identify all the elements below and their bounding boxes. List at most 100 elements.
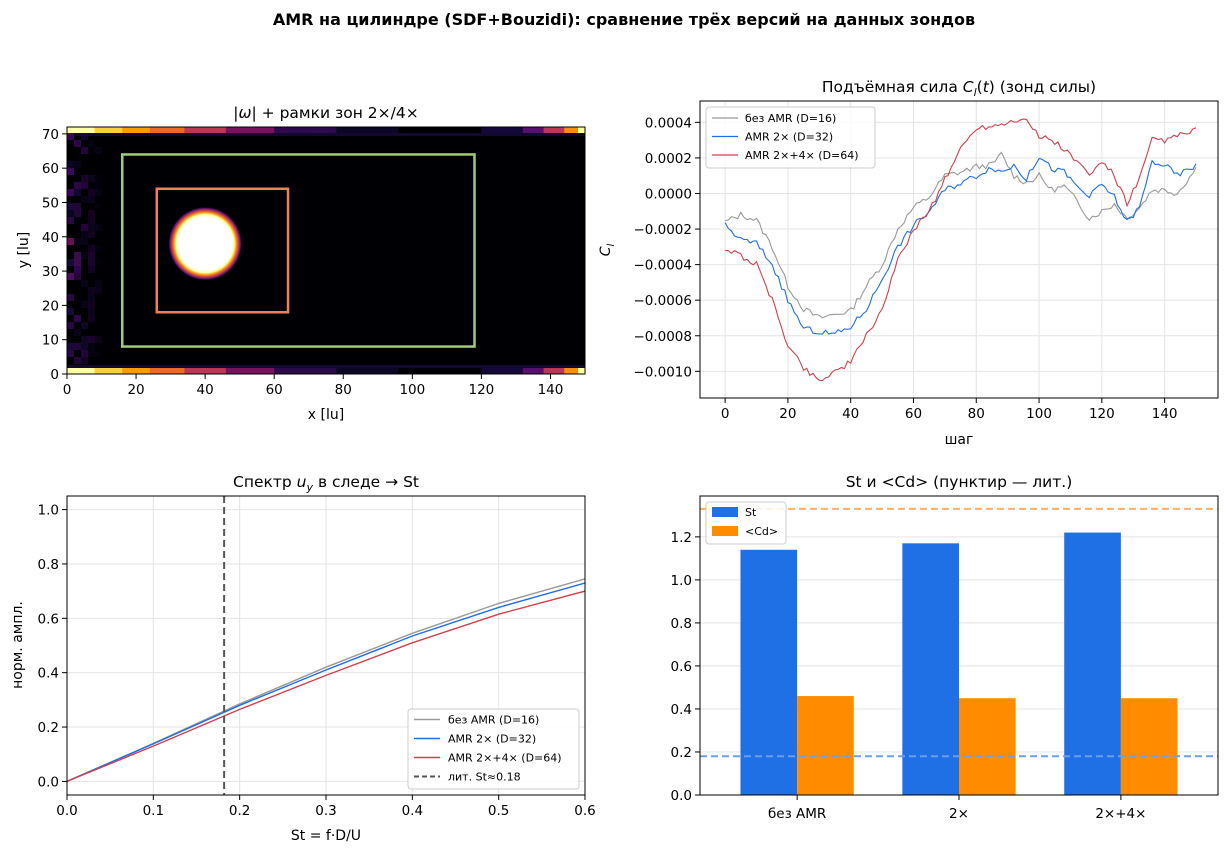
spectrum-ytick-label: 1.0 xyxy=(38,503,59,519)
vorticity-wall-cell xyxy=(370,368,379,374)
vorticity-noise-cell xyxy=(95,245,102,252)
bars-legend-label: St xyxy=(745,506,757,519)
vorticity-noise-cell xyxy=(88,231,95,238)
bars-xtick-label: 2×+4× xyxy=(1095,806,1146,822)
vorticity-wall-cell xyxy=(515,127,524,133)
vorticity-wall-cell xyxy=(156,127,165,133)
vorticity-wall-cell xyxy=(142,127,151,133)
vorticity-xtick-label: 20 xyxy=(127,382,144,398)
vorticity-wall-cell xyxy=(488,368,496,374)
vorticity-wall-cell xyxy=(578,368,585,374)
lift-legend: без AMR (D=16) AMR 2× (D=32) AMR 2×+4× (D=… xyxy=(705,106,876,169)
vorticity-wall-cell xyxy=(108,127,116,133)
vorticity-ylabel: y [lu] xyxy=(16,232,32,268)
spectrum-ylabel: норм. ампл. xyxy=(10,601,26,689)
lift-legend-label: без AMR (D=16) xyxy=(745,112,836,125)
vorticity-wall-cell xyxy=(502,368,510,374)
vorticity-xtick-label: 40 xyxy=(197,382,214,398)
vorticity-noise-cell xyxy=(88,189,95,196)
zone-2x-box xyxy=(121,153,476,348)
spectrum-legend-label: AMR 2× (D=32) xyxy=(448,733,536,746)
vorticity-wall-cell xyxy=(398,127,407,133)
vorticity-panel: |ω| + рамки зон 2×/4× 0 20 40 60 80 100 120 140… xyxy=(16,104,586,423)
vorticity-noise-cell xyxy=(88,252,95,259)
vorticity-wall-cell xyxy=(191,368,199,374)
vorticity-wall-cell xyxy=(281,127,289,133)
vorticity-wall-cell xyxy=(419,127,427,133)
vorticity-noise-cell xyxy=(74,252,81,259)
bars-panel: St и <Cd> (пунктир — лит.) без AMR 2× 2×+4… xyxy=(671,473,1219,822)
vorticity-noise-cell xyxy=(74,343,81,350)
vorticity-wall-cell xyxy=(467,368,476,374)
lift-panel: Подъёмная сила Cl(t) (зонд силы) 0 20 40 60… xyxy=(598,78,1219,448)
vorticity-noise-cell xyxy=(74,315,81,322)
spectrum-panel: Спектр uy в следе → St 0.0 0.1 0.2 0.3 0.4 0.… xyxy=(10,473,596,844)
vorticity-wall-cell xyxy=(433,368,441,374)
spectrum-legend-label: AMR 2×+4× (D=64) xyxy=(448,752,562,765)
vorticity-noise-cell xyxy=(74,273,81,280)
vorticity-wall-cell xyxy=(509,368,517,374)
vorticity-noise-cell xyxy=(67,343,74,350)
vorticity-noise-cell xyxy=(88,245,95,252)
vorticity-wall-cell xyxy=(529,127,538,133)
vorticity-xtick-label: 120 xyxy=(469,382,495,398)
bar-st xyxy=(1064,532,1121,795)
vorticity-wall-cell xyxy=(336,368,344,374)
vorticity-noise-cell xyxy=(95,336,102,343)
vorticity-wall-cell xyxy=(363,368,372,374)
vorticity-wall-cell xyxy=(515,368,524,374)
lift-ytick-label: −0.0010 xyxy=(633,364,692,380)
lift-series-line xyxy=(724,157,1197,335)
lift-xtick-label: 80 xyxy=(968,406,985,422)
vorticity-wall-cell xyxy=(232,127,241,133)
vorticity-noise-cell xyxy=(74,238,81,245)
vorticity-wall-cell xyxy=(115,127,123,133)
vorticity-noise-cell xyxy=(88,315,95,322)
lift-ytick-label: 0.0000 xyxy=(645,186,692,202)
vorticity-noise-cell xyxy=(81,350,88,357)
bars-legend-swatch xyxy=(712,526,738,536)
spectrum-xtick-label: 0.1 xyxy=(143,803,164,819)
vorticity-noise-cell xyxy=(67,273,74,280)
vorticity-wall-cell xyxy=(426,368,434,374)
vorticity-noise-cell xyxy=(67,203,74,210)
vorticity-wall-cell xyxy=(239,127,248,133)
lift-legend-label: AMR 2×+4× (D=64) xyxy=(745,149,859,162)
vorticity-wall-cell xyxy=(502,127,510,133)
spectrum-series-line xyxy=(67,590,585,783)
lift-ytick-label: −0.0002 xyxy=(633,222,692,238)
vorticity-wall-cell xyxy=(212,127,220,133)
spectrum-legend-box xyxy=(407,708,580,790)
vorticity-wall-cell xyxy=(87,368,96,374)
vorticity-noise-cell xyxy=(74,140,81,147)
vorticity-noise-cell xyxy=(74,161,81,168)
vorticity-wall-cell xyxy=(67,368,75,374)
vorticity-wall-cell xyxy=(73,368,82,374)
vorticity-wall-cell xyxy=(239,368,248,374)
lift-xtick-label: 120 xyxy=(1089,406,1115,422)
vorticity-wall-cell xyxy=(550,127,558,133)
vorticity-ytick-label: 20 xyxy=(42,298,59,314)
vorticity-noise-cell xyxy=(95,182,102,189)
vorticity-wall-cell xyxy=(274,127,282,133)
bars-xtick-label: без AMR xyxy=(768,806,826,822)
vorticity-wall-cell xyxy=(391,127,400,133)
vorticity-wall-cell xyxy=(260,127,268,133)
vorticity-wall-cell xyxy=(474,368,482,374)
vorticity-wall-cell xyxy=(267,368,275,374)
vorticity-wall-cell xyxy=(232,368,241,374)
lift-xtick-label: 100 xyxy=(1026,406,1052,422)
vorticity-wall-cell xyxy=(377,127,386,133)
vorticity-wall-cell xyxy=(322,368,331,374)
vorticity-wall-cell xyxy=(571,368,579,374)
vorticity-wall-cell xyxy=(522,368,531,374)
vorticity-noise-cell xyxy=(88,259,95,266)
vorticity-wall-cell xyxy=(384,368,393,374)
vorticity-ytick-label: 40 xyxy=(42,230,59,246)
vorticity-wall-cell xyxy=(288,127,296,133)
vorticity-wall-cell xyxy=(363,127,372,133)
vorticity-title: |ω| + рамки зон 2×/4× xyxy=(233,104,418,122)
vorticity-wall-cell xyxy=(67,127,75,133)
vorticity-wall-cell xyxy=(101,127,110,133)
vorticity-noise-cell xyxy=(81,280,88,287)
